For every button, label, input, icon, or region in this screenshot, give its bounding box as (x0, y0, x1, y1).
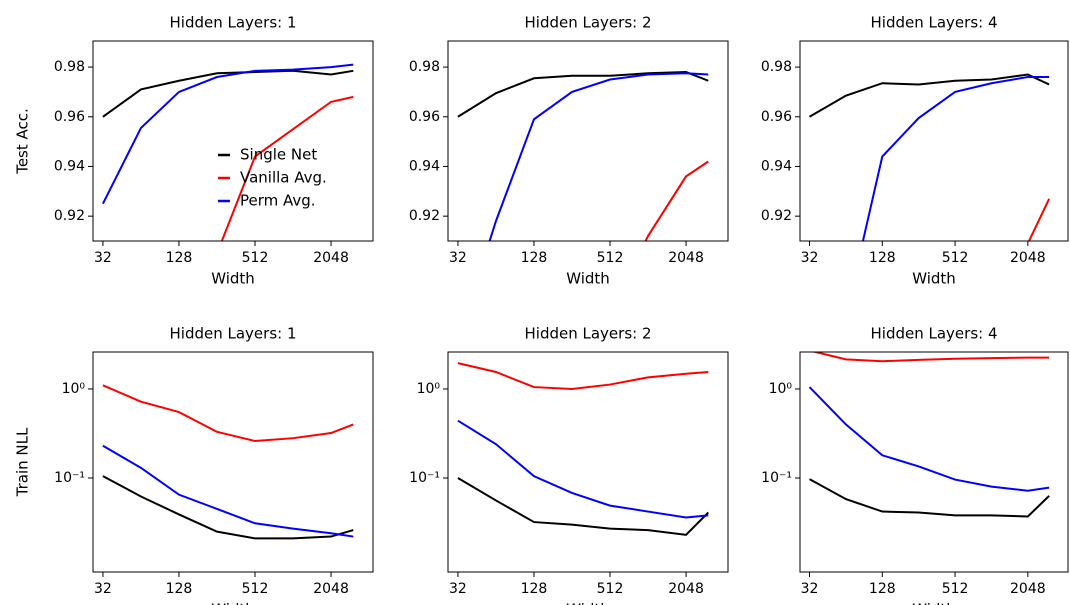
plot-area (457, 362, 709, 536)
x-axis-label: Width (566, 270, 610, 288)
subplot-title: Hidden Layers: 4 (871, 325, 998, 343)
series-line (644, 160, 709, 241)
y-tick-label: 0.92 (761, 208, 792, 224)
y-tick-label: 10⁻¹ (409, 470, 440, 486)
x-tick-label: 2048 (1010, 250, 1046, 266)
x-tick-label: 128 (869, 250, 896, 266)
series-line (808, 386, 1050, 492)
x-tick-label: 32 (449, 581, 467, 597)
legend-label: Perm Avg. (240, 192, 316, 210)
series-line (102, 69, 354, 118)
series-line (457, 71, 709, 118)
series-line (861, 76, 1050, 241)
x-tick-label: 128 (869, 581, 896, 597)
subplot-title: Hidden Layers: 2 (525, 14, 652, 32)
subplot: Hidden Layers: 4 Width 32 128 512 2048 10⁻¹ 10⁰ (761, 325, 1069, 605)
y-tick-label: 0.98 (409, 59, 440, 75)
series-line (809, 73, 1050, 118)
x-axis-label: Width (211, 270, 255, 288)
series-line (457, 362, 709, 390)
subplot-title: Hidden Layers: 1 (170, 14, 297, 32)
x-tick-label: 2048 (1010, 581, 1046, 597)
y-tick-label: 0.96 (409, 109, 440, 125)
y-tick-label: 0.94 (761, 158, 792, 174)
series-line (1027, 198, 1051, 241)
x-tick-label: 2048 (313, 581, 349, 597)
x-tick-label: 2048 (668, 250, 704, 266)
subplot-title: Hidden Layers: 4 (871, 14, 998, 32)
series-line (102, 444, 354, 538)
y-tick-label: 0.98 (761, 59, 792, 75)
x-tick-label: 32 (94, 250, 112, 266)
x-tick-label: 512 (942, 581, 969, 597)
y-tick-label: 10⁰ (62, 381, 86, 397)
subplot: Hidden Layers: 4 Width 32 128 512 2048 0.92 0.9… (761, 14, 1069, 288)
x-axis-label: Width (912, 270, 956, 288)
y-tick-label: 0.94 (409, 158, 440, 174)
series-line (102, 384, 354, 443)
subplot: Hidden Layers: 2 Width 32 128 512 2048 0.92 0.9… (409, 14, 729, 288)
series-line (457, 419, 709, 519)
x-tick-label: 2048 (668, 581, 704, 597)
series-line (809, 478, 1050, 518)
series-line (488, 72, 709, 241)
series-line (102, 63, 354, 205)
axes-frame (447, 351, 729, 573)
legend-label: Vanilla Avg. (240, 169, 327, 187)
y-tick-label: 0.96 (761, 109, 792, 125)
x-tick-label: 128 (166, 250, 193, 266)
x-axis-label: Width (912, 601, 956, 605)
x-axis-label: Width (566, 601, 610, 605)
subplot: Hidden Layers: 1 Width Train NLL 32 128 512 20… (14, 325, 374, 605)
x-tick-label: 32 (449, 250, 467, 266)
x-axis-label: Width (211, 601, 255, 605)
subplot-title: Hidden Layers: 1 (170, 325, 297, 343)
x-tick-label: 512 (942, 250, 969, 266)
axes-frame (799, 40, 1069, 242)
x-tick-label: 512 (242, 250, 269, 266)
x-tick-label: 2048 (313, 250, 349, 266)
x-tick-label: 32 (94, 581, 112, 597)
plot-area (102, 63, 354, 241)
y-axis-label: Test Acc. (14, 108, 32, 175)
plot-area (102, 384, 354, 540)
x-tick-label: 512 (597, 250, 624, 266)
axes-frame (92, 40, 374, 242)
plot-area (808, 352, 1050, 518)
y-tick-label: 10⁰ (769, 381, 793, 397)
y-axis-label: Train NLL (14, 427, 32, 497)
y-tick-label: 10⁰ (417, 381, 441, 397)
y-tick-label: 0.92 (54, 208, 85, 224)
axes-frame (799, 351, 1069, 573)
y-tick-label: 0.96 (54, 109, 85, 125)
x-tick-label: 32 (801, 581, 819, 597)
y-tick-label: 0.92 (409, 208, 440, 224)
x-tick-label: 128 (521, 581, 548, 597)
series-line (457, 477, 709, 536)
x-tick-label: 128 (166, 581, 193, 597)
y-tick-label: 10⁻¹ (54, 470, 85, 486)
legend-label: Single Net (240, 146, 317, 164)
y-tick-label: 0.98 (54, 59, 85, 75)
axes-frame (447, 40, 729, 242)
series-line (220, 95, 354, 241)
y-tick-label: 0.94 (54, 158, 85, 174)
x-tick-label: 512 (242, 581, 269, 597)
x-tick-label: 32 (801, 250, 819, 266)
subplot: Hidden Layers: 2 Width 32 128 512 2048 10⁻¹ 10⁰ (409, 325, 729, 605)
axes-frame (92, 351, 374, 573)
series-line (811, 352, 1050, 363)
x-tick-label: 512 (597, 581, 624, 597)
x-tick-label: 128 (521, 250, 548, 266)
plot-area (809, 73, 1051, 241)
subplot: Hidden Layers: 1 Width Test Acc. 32 128 512 20… (14, 14, 374, 288)
series-line (102, 475, 354, 540)
subplot-title: Hidden Layers: 2 (525, 325, 652, 343)
y-tick-label: 10⁻¹ (761, 470, 792, 486)
plot-area (457, 71, 709, 241)
